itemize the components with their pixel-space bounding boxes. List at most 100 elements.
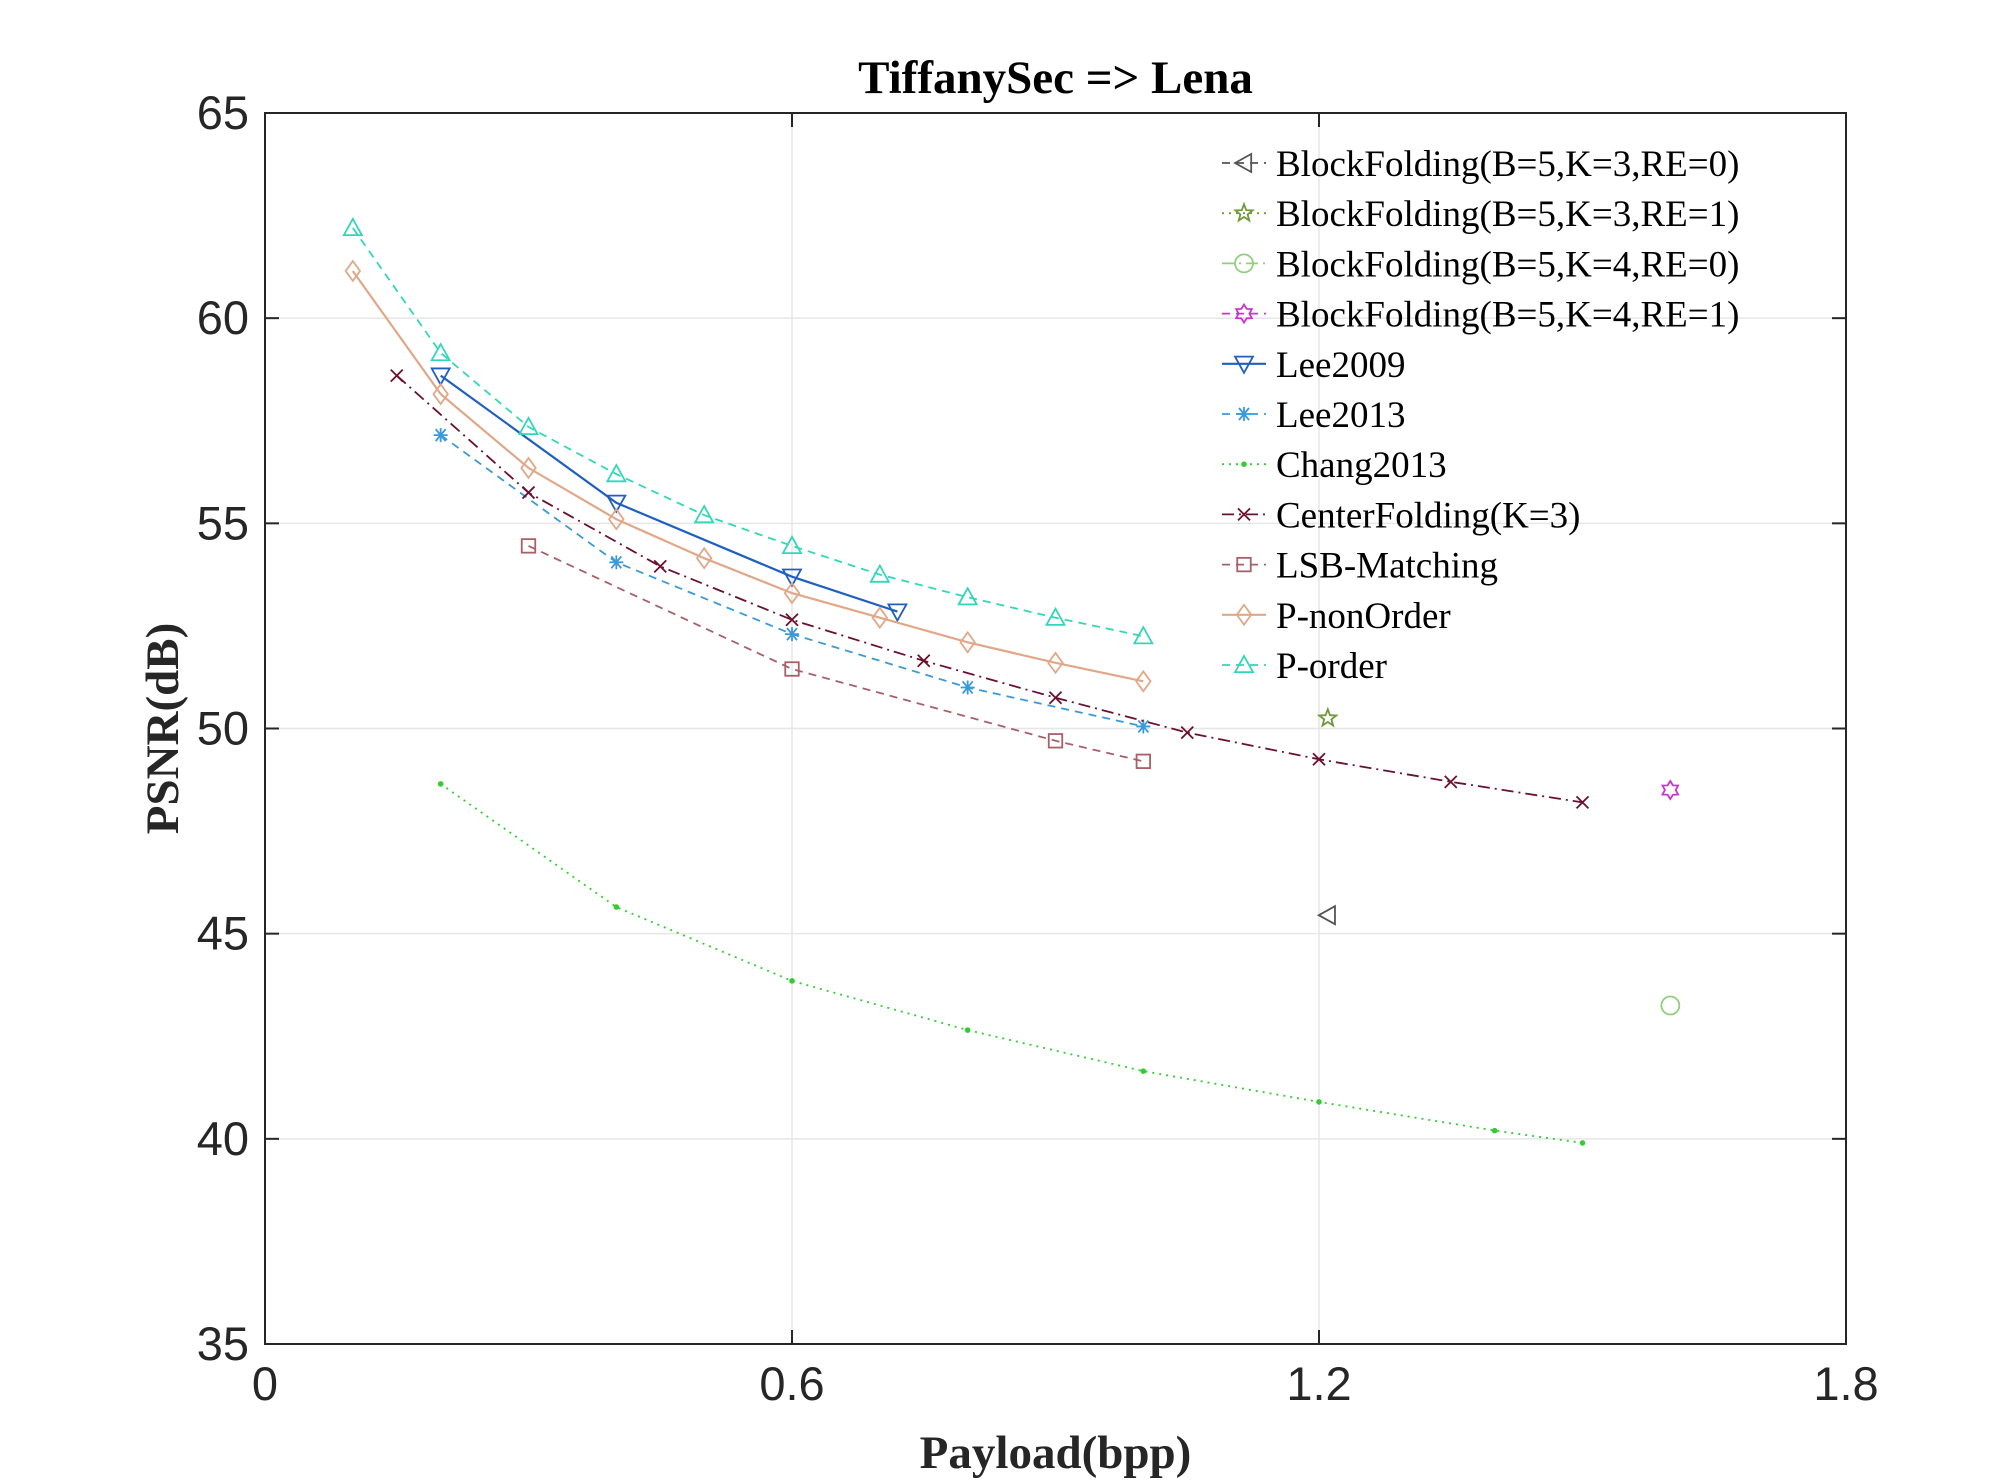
legend-entry-p-order-marker: [1233, 654, 1255, 674]
legend-entry-blockfolding-b-5-k-3-re-1: BlockFolding(B=5,K=3,RE=1): [1222, 194, 1739, 235]
series-p-nonorder-marker: [1047, 651, 1064, 675]
series-p-nonorder-marker: [608, 507, 625, 531]
legend-entry-lee2013-label: Lee2013: [1276, 395, 1405, 436]
series-lee2013-marker: [433, 428, 448, 443]
series-p-order-marker: [430, 342, 452, 362]
legend-entry-blockfolding-b-5-k-3-re-1-marker: [1232, 201, 1256, 223]
series-centerfolding-k-3-marker: [1444, 775, 1458, 789]
legend-entry-blockfolding-b-5-k-3-re-0: BlockFolding(B=5,K=3,RE=0): [1222, 144, 1739, 185]
y-tick-label: 35: [197, 1317, 249, 1370]
legend-entry-blockfolding-b-5-k-3-re-0-marker: [1233, 152, 1253, 174]
x-tick-label: 1.2: [1286, 1357, 1351, 1410]
legend-entry-blockfolding-b-5-k-3-re-1-label: BlockFolding(B=5,K=3,RE=1): [1276, 194, 1739, 235]
series-lee2013-marker: [960, 680, 975, 695]
legend-entry-p-nonorder-marker: [1235, 603, 1253, 627]
series-lsb-matching: [520, 538, 1151, 769]
series-lee2009-marker: [886, 603, 908, 623]
series-centerfolding-k-3: [390, 368, 1590, 809]
legend-entry-lsb-matching: LSB-Matching: [1222, 546, 1498, 587]
series-p-order-marker: [517, 416, 540, 436]
series-centerfolding-k-3-marker: [390, 368, 404, 383]
axis-ticks: 0 0.6 1.2 1.8 35 40 45 50 55 60 65: [197, 86, 1879, 1410]
grid-lines: [265, 113, 1846, 1344]
y-tick-label: 45: [197, 907, 249, 960]
series-p-nonorder-marker: [959, 630, 976, 654]
series-chang2013-marker: [789, 978, 795, 984]
legend-entry-blockfolding-b-5-k-4-re-0-marker: [1234, 253, 1254, 274]
series-centerfolding-k-3-marker: [1312, 752, 1326, 766]
series-blockfolding-b-5-k-3-re-1: [1316, 706, 1339, 728]
series-centerfolding-k-3-line: [396, 374, 1583, 804]
series-centerfolding-k-3-marker: [521, 485, 536, 500]
series-centerfolding-k-3-marker: [1048, 691, 1063, 705]
series-p-order-marker: [781, 535, 803, 555]
series-blockfolding-b-5-k-3-re-1-marker: [1316, 706, 1339, 728]
legend-entry-p-nonorder: P-nonOrder: [1222, 596, 1451, 637]
series-p-nonorder-marker: [344, 259, 362, 283]
chart-title: TiffanySec => Lena: [858, 52, 1253, 104]
series-chang2013-marker: [437, 781, 444, 787]
series-lee2009-marker: [430, 367, 452, 387]
legend-entry-lee2009-label: Lee2009: [1276, 345, 1405, 386]
series-blockfolding-b-5-k-4-re-1: [1661, 779, 1680, 801]
series-centerfolding-k-3-marker: [1575, 795, 1590, 809]
series-p-order: [342, 217, 1154, 645]
legend-entry-blockfolding-b-5-k-4-re-0: BlockFolding(B=5,K=4,RE=0): [1222, 244, 1739, 285]
series-blockfolding-b-5-k-4-re-0: [1660, 995, 1681, 1016]
series-chang2013-marker: [1491, 1127, 1498, 1134]
series-p-order-marker: [957, 586, 979, 606]
legend: BlockFolding(B=5,K=3,RE=0) BlockFolding(B…: [1222, 144, 1739, 687]
series-lsb-matching-marker: [784, 661, 800, 677]
legend-entry-centerfolding-k-3: CenterFolding(K=3): [1222, 495, 1581, 536]
legend-entry-centerfolding-k-3-label: CenterFolding(K=3): [1276, 495, 1581, 536]
series-p-order-line: [352, 227, 1144, 638]
series-centerfolding-k-3-marker: [653, 559, 667, 574]
legend-entry-chang2013-label: Chang2013: [1276, 445, 1447, 486]
legend-entry-blockfolding-b-5-k-4-re-1-label: BlockFolding(B=5,K=4,RE=1): [1276, 295, 1739, 336]
legend-entry-lee2009-marker: [1233, 355, 1255, 375]
data-series: [342, 217, 1681, 1146]
series-blockfolding-b-5-k-3-re-0-marker: [1316, 904, 1336, 926]
series-blockfolding-b-5-k-3-re-0: [1316, 904, 1336, 926]
legend-entry-chang2013: Chang2013: [1222, 445, 1447, 486]
series-p-order-marker: [869, 563, 891, 583]
series-p-order-marker: [693, 504, 715, 524]
series-p-nonorder-marker: [520, 456, 537, 480]
legend-entry-lsb-matching-marker: [1236, 556, 1252, 573]
y-tick-label: 65: [197, 86, 249, 139]
series-p-order-marker: [1132, 625, 1154, 645]
series-p-nonorder: [344, 259, 1152, 693]
series-p-nonorder-marker: [432, 382, 449, 406]
series-chang2013-marker: [1579, 1140, 1586, 1146]
series-p-order-marker: [342, 217, 364, 236]
series-lee2009-marker: [605, 494, 627, 514]
legend-entry-lee2009: Lee2009: [1222, 345, 1405, 386]
x-tick-label: 0.6: [759, 1357, 824, 1410]
y-axis-title: PSNR(dB): [137, 623, 189, 835]
series-lee2013-marker: [785, 627, 799, 642]
series-p-nonorder-marker: [783, 581, 801, 605]
series-chang2013-marker: [964, 1027, 971, 1033]
series-p-nonorder-marker: [695, 546, 713, 570]
series-centerfolding-k-3-marker: [1180, 725, 1194, 740]
legend-entry-centerfolding-k-3-marker: [1237, 507, 1251, 522]
legend-entry-blockfolding-b-5-k-3-re-0-label: BlockFolding(B=5,K=3,RE=0): [1276, 144, 1739, 185]
series-lee2009: [430, 367, 908, 623]
legend-entry-lee2013-marker: [1237, 407, 1251, 421]
y-tick-label: 50: [197, 702, 249, 755]
series-chang2013-marker: [1316, 1099, 1322, 1105]
series-centerfolding-k-3-marker: [917, 654, 931, 668]
series-blockfolding-b-5-k-4-re-0-marker: [1660, 995, 1681, 1016]
y-tick-label: 55: [197, 496, 249, 549]
series-p-order-marker: [605, 463, 627, 483]
y-tick-label: 40: [197, 1112, 249, 1165]
legend-entry-lee2013: Lee2013: [1222, 395, 1405, 436]
series-p-nonorder-marker: [1135, 669, 1152, 693]
series-chang2013-marker: [1140, 1068, 1147, 1074]
series-chang2013-marker: [613, 904, 620, 910]
series-lsb-matching-marker: [520, 538, 537, 554]
legend-entry-blockfolding-b-5-k-4-re-1-marker: [1234, 302, 1254, 325]
x-tick-label: 0: [252, 1357, 278, 1410]
series-lee2009-line: [440, 374, 898, 613]
